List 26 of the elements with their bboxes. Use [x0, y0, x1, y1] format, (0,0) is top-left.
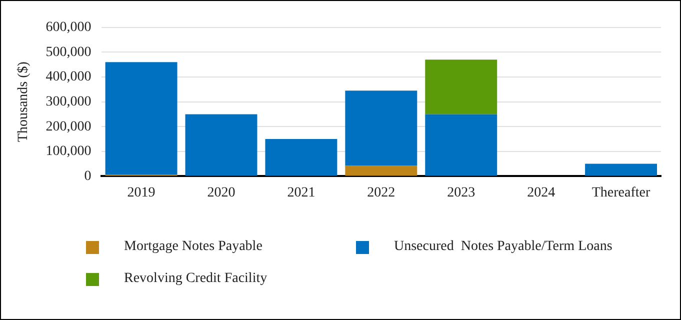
legend-label: Unsecured Notes Payable/Term Loans	[394, 239, 612, 255]
y-tick-label: 600,000	[46, 20, 92, 36]
y-axis-title: Thousands ($)	[16, 61, 32, 142]
x-tick-label: Thereafter	[592, 185, 650, 200]
y-tick-label: 500,000	[46, 44, 92, 60]
y-tick-label: 200,000	[46, 119, 92, 134]
bar	[425, 114, 498, 176]
bar	[185, 114, 258, 176]
x-tick-label: 2020	[207, 185, 236, 200]
bar	[585, 164, 657, 176]
bar	[265, 139, 338, 176]
y-tick-label: 0	[84, 168, 92, 184]
legend-label: Revolving Credit Facility	[124, 271, 268, 287]
y-tick-label: 400,000	[46, 70, 92, 85]
x-tick-label: 2024	[527, 185, 556, 200]
bar	[425, 60, 498, 114]
x-tick-label: 2022	[367, 185, 396, 200]
bar	[105, 62, 178, 174]
y-tick-label: 100,000	[46, 144, 92, 160]
x-tick-label: 2019	[127, 185, 156, 200]
x-tick-label: 2023	[447, 185, 476, 200]
bar	[345, 90, 418, 166]
x-tick-label: 2021	[287, 185, 316, 200]
bar	[345, 166, 418, 176]
y-tick-label: 300,000	[46, 94, 92, 110]
legend-label: Mortgage Notes Payable	[124, 239, 262, 255]
